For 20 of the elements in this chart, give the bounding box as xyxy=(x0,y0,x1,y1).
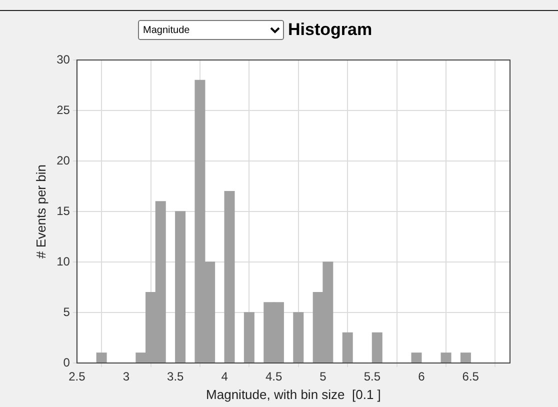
y-tick-label: 0 xyxy=(63,355,70,370)
y-tick-label: 15 xyxy=(56,204,70,218)
x-tick-label: 4.5 xyxy=(265,370,282,384)
y-tick-label: 20 xyxy=(56,153,70,168)
x-tick-label: 5.5 xyxy=(364,370,381,384)
x-tick-label: 4 xyxy=(221,370,228,384)
x-tick-label: 3.5 xyxy=(167,370,184,384)
x-tick-label: 2.5 xyxy=(68,370,86,384)
dropdown-field: Magnitude xyxy=(138,20,284,40)
x-tick-label: 3 xyxy=(122,370,130,384)
y-tick-label: 25 xyxy=(56,102,70,117)
y-axis-title: # Events per bin xyxy=(33,164,48,258)
y-tick-label: 30 xyxy=(56,52,70,66)
x-tick-label: 6.5 xyxy=(462,370,480,384)
y-tick-label: 5 xyxy=(63,304,70,319)
chart-title: Histogram xyxy=(288,20,372,40)
y-tick-label: 10 xyxy=(56,254,70,268)
x-tick-label: 6 xyxy=(418,370,426,384)
x-tick-label: 5 xyxy=(320,370,327,384)
x-axis-title: Magnitude, with bin size [0.1 ] xyxy=(206,386,381,402)
